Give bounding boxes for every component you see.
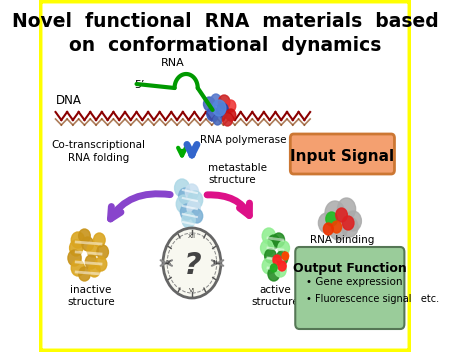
Circle shape	[278, 261, 286, 271]
Circle shape	[182, 212, 195, 228]
Text: III: III	[212, 260, 218, 265]
Text: inactive
structure: inactive structure	[67, 285, 115, 307]
Text: • Fluorescence signal   etc.: • Fluorescence signal etc.	[306, 294, 439, 304]
Circle shape	[218, 95, 230, 109]
Circle shape	[71, 232, 85, 248]
Circle shape	[71, 260, 85, 276]
Text: Output Function: Output Function	[293, 262, 407, 275]
Circle shape	[211, 94, 221, 106]
Text: Co-transcriptional
RNA folding: Co-transcriptional RNA folding	[51, 140, 145, 163]
Circle shape	[270, 264, 277, 272]
Circle shape	[191, 209, 202, 223]
Circle shape	[185, 184, 198, 200]
Circle shape	[338, 198, 356, 220]
Circle shape	[217, 103, 228, 117]
Circle shape	[212, 100, 226, 116]
Circle shape	[342, 216, 354, 230]
Text: RNA polymerase: RNA polymerase	[200, 135, 287, 145]
Text: IX: IX	[166, 260, 172, 265]
Text: Novel  functional  RNA  materials  based: Novel functional RNA materials based	[12, 12, 438, 31]
Text: XII: XII	[188, 233, 196, 239]
Circle shape	[262, 258, 275, 274]
Circle shape	[89, 263, 100, 277]
Circle shape	[87, 243, 99, 257]
Circle shape	[273, 233, 284, 247]
Circle shape	[180, 204, 194, 220]
Circle shape	[79, 267, 90, 281]
Circle shape	[226, 109, 236, 121]
FancyBboxPatch shape	[295, 247, 405, 329]
Circle shape	[176, 195, 191, 213]
Circle shape	[203, 97, 215, 111]
Text: Input Signal: Input Signal	[290, 149, 395, 163]
Circle shape	[213, 115, 222, 125]
FancyBboxPatch shape	[39, 0, 411, 352]
Circle shape	[282, 252, 288, 260]
Text: RNA: RNA	[162, 58, 185, 68]
Circle shape	[332, 221, 342, 233]
Circle shape	[274, 263, 286, 277]
Circle shape	[336, 208, 347, 222]
Circle shape	[226, 100, 236, 112]
Text: 5’: 5’	[134, 80, 144, 90]
Circle shape	[175, 179, 189, 197]
Circle shape	[268, 267, 279, 281]
Circle shape	[273, 255, 281, 265]
Circle shape	[179, 188, 192, 204]
Circle shape	[261, 240, 274, 256]
Circle shape	[222, 114, 233, 126]
Circle shape	[329, 218, 347, 240]
Circle shape	[188, 191, 203, 209]
Circle shape	[86, 255, 97, 269]
Text: on  conformational  dynamics: on conformational dynamics	[69, 36, 381, 55]
Circle shape	[68, 250, 81, 266]
Circle shape	[342, 217, 358, 237]
Text: ?: ?	[184, 251, 202, 279]
Circle shape	[94, 233, 105, 247]
Circle shape	[95, 257, 107, 271]
Circle shape	[97, 245, 108, 259]
Circle shape	[345, 211, 361, 231]
Circle shape	[325, 201, 345, 225]
Circle shape	[82, 237, 94, 251]
Text: VI: VI	[189, 288, 195, 293]
Text: DNA: DNA	[55, 94, 81, 107]
Circle shape	[70, 240, 83, 256]
Circle shape	[326, 212, 338, 226]
Circle shape	[324, 223, 333, 235]
Circle shape	[319, 213, 335, 233]
FancyBboxPatch shape	[290, 134, 395, 174]
Circle shape	[187, 200, 200, 216]
Text: active
structure: active structure	[252, 285, 299, 307]
Circle shape	[276, 251, 288, 265]
Text: RNA binding
ligand: RNA binding ligand	[310, 235, 374, 257]
Circle shape	[268, 235, 279, 249]
Circle shape	[79, 229, 90, 243]
Text: metastable
structure: metastable structure	[208, 163, 267, 186]
Circle shape	[278, 241, 289, 255]
Circle shape	[262, 228, 275, 244]
Circle shape	[265, 249, 276, 263]
Text: • Gene expression: • Gene expression	[306, 277, 402, 287]
Circle shape	[163, 228, 221, 298]
Circle shape	[207, 107, 218, 121]
